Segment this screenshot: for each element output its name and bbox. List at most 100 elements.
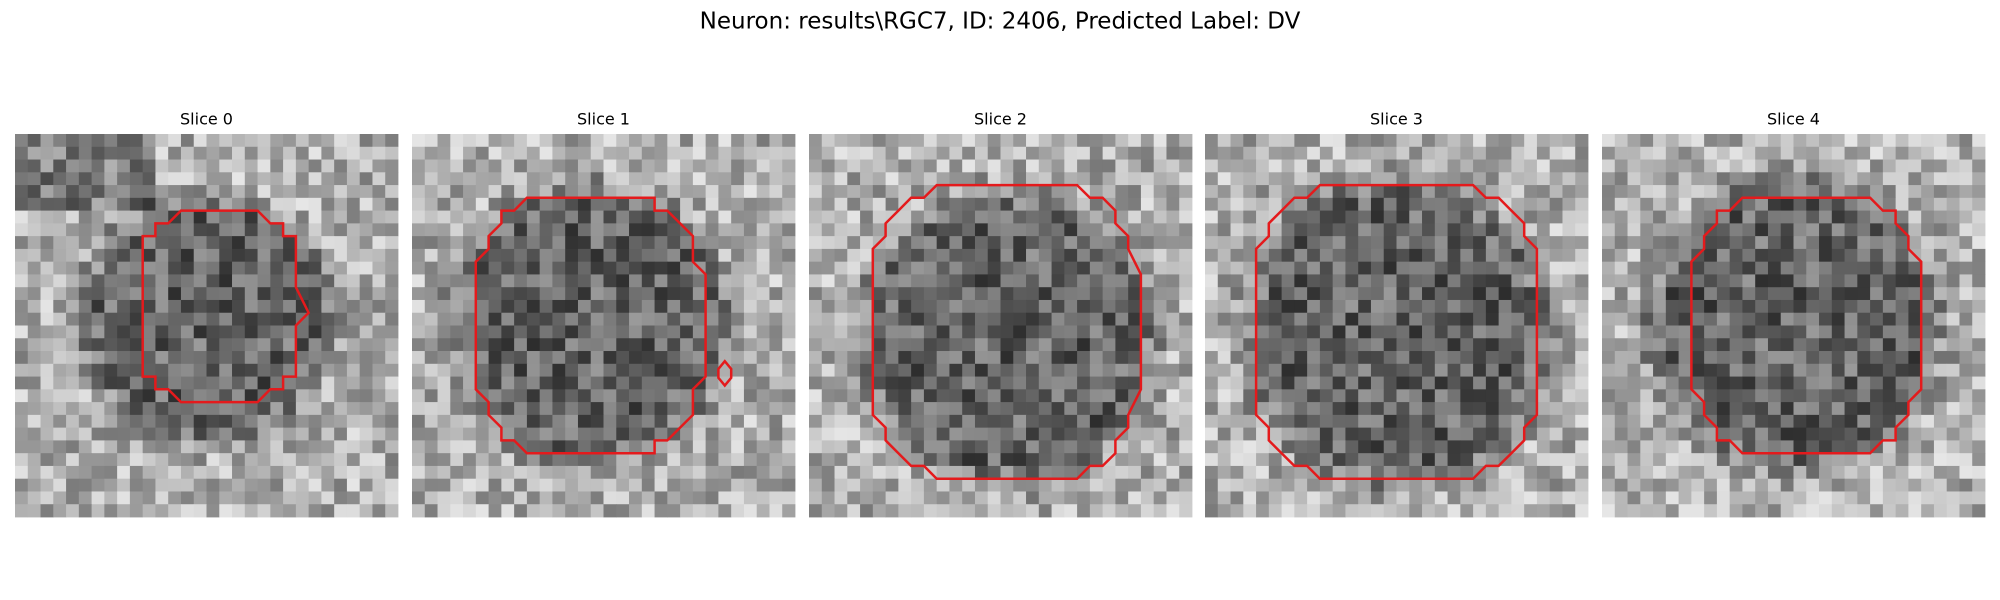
pixel (1704, 478, 1718, 492)
pixel (346, 210, 361, 224)
pixel (1614, 223, 1628, 237)
pixel (1307, 491, 1321, 505)
pixel (1755, 299, 1769, 314)
pixel (526, 376, 541, 390)
pixel (1767, 134, 1782, 148)
pixel (1602, 325, 1616, 339)
pixel (1614, 491, 1628, 505)
pixel (1485, 287, 1500, 301)
pixel (705, 185, 719, 199)
pixel (1153, 146, 1167, 160)
pixel (1409, 402, 1423, 416)
pixel (718, 223, 732, 237)
pixel (1370, 465, 1385, 480)
pixel (1370, 338, 1385, 352)
pixel (1575, 299, 1589, 314)
pixel (526, 312, 541, 326)
pixel (1077, 453, 1091, 467)
pixel (1485, 146, 1500, 160)
pixel (1640, 248, 1654, 263)
pixel (1345, 197, 1359, 211)
pixel (743, 440, 758, 454)
pixel (1678, 376, 1692, 390)
pixel (321, 134, 335, 148)
pixel (603, 414, 617, 429)
pixel (936, 351, 950, 365)
pixel (680, 261, 694, 275)
pixel (1653, 427, 1667, 441)
pixel (1959, 389, 1973, 403)
pixel (1166, 465, 1180, 480)
pixel (1562, 504, 1576, 518)
pixel (514, 287, 528, 301)
pixel (321, 453, 335, 467)
pixel (565, 274, 579, 288)
pixel (1498, 376, 1512, 390)
pixel (1396, 287, 1410, 301)
pixel (1933, 197, 1948, 211)
pixel (526, 465, 541, 480)
pixel (616, 134, 630, 148)
pixel (437, 325, 451, 339)
pixel (1780, 325, 1794, 339)
pixel (1882, 274, 1897, 288)
pixel (1307, 159, 1321, 173)
pixel (1383, 185, 1397, 199)
pixel (552, 414, 566, 429)
pixel (526, 478, 541, 492)
pixel (667, 236, 681, 250)
pixel (1128, 376, 1142, 390)
pixel (987, 159, 1001, 173)
pixel (769, 338, 783, 352)
pixel (1140, 478, 1155, 492)
pixel (1396, 402, 1410, 416)
pixel (155, 172, 169, 186)
pixel (53, 440, 67, 454)
pixel (949, 414, 963, 429)
pixel (1256, 146, 1270, 160)
pixel (1602, 210, 1616, 224)
pixel (219, 402, 233, 416)
pixel (1434, 402, 1448, 416)
pixel (1434, 478, 1448, 492)
pixel (603, 210, 617, 224)
pixel (667, 134, 681, 148)
pixel (1549, 146, 1563, 160)
pixel (424, 159, 438, 173)
pixel (1691, 427, 1705, 441)
pixel (1281, 223, 1295, 237)
pixel (117, 440, 131, 454)
pixel (821, 478, 835, 492)
pixel (1678, 236, 1692, 250)
pixel (1780, 159, 1794, 173)
pixel (1089, 185, 1104, 199)
pixel (346, 389, 361, 403)
pixel (1051, 159, 1065, 173)
pixel (526, 261, 541, 275)
pixel (1179, 440, 1193, 454)
pixel (27, 185, 41, 199)
pixel (155, 414, 169, 429)
pixel (1268, 274, 1282, 288)
pixel (885, 402, 899, 416)
pixel (168, 376, 182, 390)
pixel (1358, 465, 1372, 480)
pixel (1549, 312, 1563, 326)
pixel (974, 414, 989, 429)
pixel (1243, 465, 1257, 480)
pixel (1562, 402, 1576, 416)
pixel (295, 478, 310, 492)
pixel (412, 261, 426, 275)
pixel (1000, 465, 1014, 480)
pixel (821, 185, 835, 199)
pixel (809, 465, 823, 480)
pixel (949, 146, 963, 160)
pixel (1358, 248, 1372, 263)
pixel (821, 197, 835, 211)
pixel (680, 159, 694, 173)
pixel (1614, 248, 1628, 263)
pixel (1358, 338, 1372, 352)
pixel (53, 325, 67, 339)
pixel (1640, 223, 1654, 237)
pixel (1524, 338, 1538, 352)
